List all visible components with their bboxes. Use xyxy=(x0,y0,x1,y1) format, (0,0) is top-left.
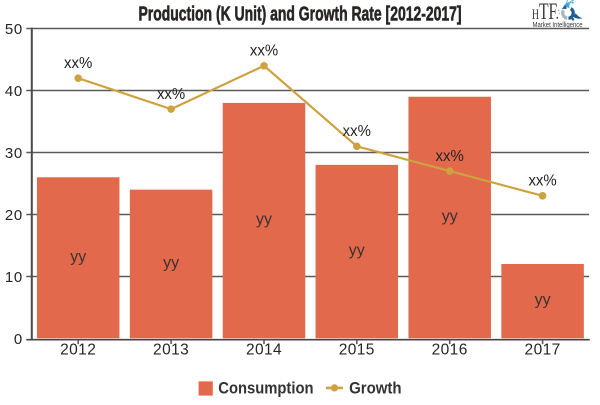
svg-text:xx%: xx% xyxy=(528,173,556,190)
svg-text:xx%: xx% xyxy=(250,42,278,59)
svg-text:yy: yy xyxy=(535,292,551,309)
svg-text:yy: yy xyxy=(163,255,179,272)
svg-text:Market Intelligence: Market Intelligence xyxy=(533,21,583,29)
svg-text:yy: yy xyxy=(70,248,86,265)
svg-text:xx%: xx% xyxy=(436,148,464,165)
svg-text:Consumption: Consumption xyxy=(218,379,313,397)
svg-text:yy: yy xyxy=(442,208,458,225)
svg-text:Production (K Unit) and Growth: Production (K Unit) and Growth Rate [201… xyxy=(139,3,462,25)
svg-text:30: 30 xyxy=(5,145,23,162)
svg-text:2014: 2014 xyxy=(246,342,282,359)
svg-text:10: 10 xyxy=(5,269,23,286)
svg-text:2015: 2015 xyxy=(339,342,375,359)
svg-text:xx%: xx% xyxy=(64,55,92,72)
svg-text:0: 0 xyxy=(14,331,23,348)
svg-text:yy: yy xyxy=(256,211,272,228)
svg-text:2016: 2016 xyxy=(432,342,468,359)
svg-text:yy: yy xyxy=(349,242,365,259)
svg-text:HTF: HTF xyxy=(532,0,557,25)
svg-text:2017: 2017 xyxy=(525,342,561,359)
svg-text:xx%: xx% xyxy=(157,86,185,103)
svg-text:50: 50 xyxy=(5,21,23,38)
svg-text:20: 20 xyxy=(5,207,23,224)
svg-text:Growth: Growth xyxy=(349,379,402,397)
svg-text:xx%: xx% xyxy=(343,123,371,140)
svg-text:40: 40 xyxy=(5,83,23,100)
svg-text:2012: 2012 xyxy=(60,342,96,359)
svg-text:2013: 2013 xyxy=(153,342,189,359)
